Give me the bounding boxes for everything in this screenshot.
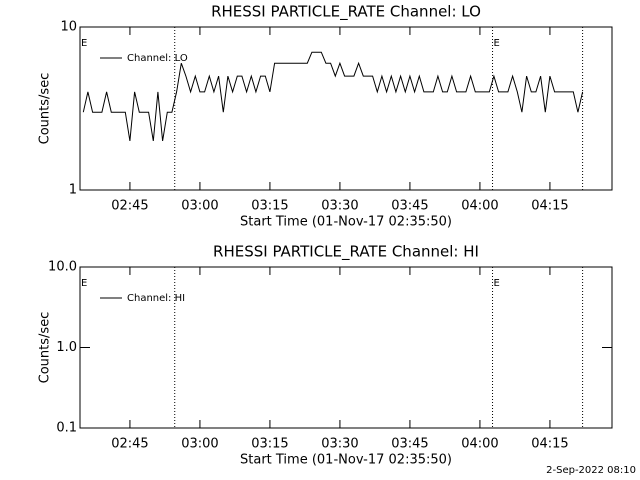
x-tick-label: 03:00 — [181, 437, 218, 452]
annotation: E — [494, 38, 500, 49]
chart-title: RHESSI PARTICLE_RATE Channel: LO — [211, 3, 481, 22]
x-tick-label: 03:45 — [391, 437, 428, 452]
y-axis-label: Counts/sec — [38, 312, 53, 384]
footer: 2-Sep-2022 08:10 — [546, 465, 636, 476]
y-tick-label: 10 — [60, 20, 77, 35]
x-axis-label: Start Time (01-Nov-17 02:35:50) — [240, 453, 452, 468]
x-tick-label: 03:45 — [391, 199, 428, 214]
y-tick-label: 0.1 — [56, 421, 77, 436]
plot-frame — [79, 26, 613, 191]
annotation: E — [494, 278, 500, 289]
data-line — [82, 51, 584, 141]
x-tick-label: 03:15 — [251, 199, 288, 214]
annotation: E — [81, 38, 87, 49]
legend-label: Channel: HI — [127, 293, 185, 304]
x-tick-label: 04:15 — [531, 437, 568, 452]
x-axis-label: Start Time (01-Nov-17 02:35:50) — [240, 215, 452, 230]
y-tick-label: 1.0 — [56, 340, 77, 355]
chart-title: RHESSI PARTICLE_RATE Channel: HI — [213, 243, 479, 262]
y-axis-label: Counts/sec — [38, 73, 53, 145]
x-tick-label: 02:45 — [111, 199, 148, 214]
annotation: E — [81, 278, 87, 289]
x-tick-label: 03:30 — [321, 437, 358, 452]
x-tick-label: 03:00 — [181, 199, 218, 214]
y-tick-label: 1 — [69, 183, 77, 198]
x-tick-label: 04:15 — [531, 199, 568, 214]
x-tick-label: 04:00 — [461, 437, 498, 452]
x-tick-label: 04:00 — [461, 199, 498, 214]
y-tick-label: 10.0 — [48, 260, 77, 275]
legend-label: Channel: LO — [127, 53, 188, 64]
x-tick-label: 03:15 — [251, 437, 288, 452]
x-tick-label: 03:30 — [321, 199, 358, 214]
x-tick-label: 02:45 — [111, 437, 148, 452]
